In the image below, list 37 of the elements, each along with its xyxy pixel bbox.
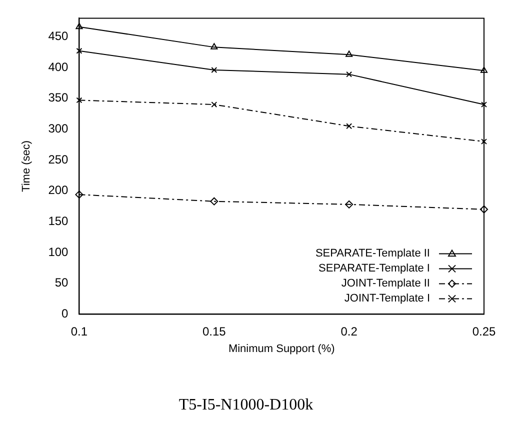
text: T5-I5-N1000-D100k bbox=[178, 396, 314, 414]
point bbox=[346, 50, 353, 57]
y-tick-label: 300 bbox=[48, 122, 69, 136]
point bbox=[76, 48, 82, 54]
y-tick-label: 0 bbox=[62, 306, 69, 321]
y-tick-label: 450 bbox=[48, 29, 69, 44]
legend-label: JOINT-Template I bbox=[344, 292, 430, 305]
point bbox=[345, 200, 354, 208]
point bbox=[211, 102, 218, 108]
point bbox=[480, 205, 488, 214]
legend-label: SEPARATE-Template II bbox=[315, 248, 430, 260]
x-tick-label: 0.1 bbox=[70, 324, 88, 339]
point bbox=[346, 123, 352, 130]
point bbox=[76, 22, 83, 30]
x-tick-label: 0.25 bbox=[472, 324, 496, 339]
point bbox=[480, 66, 488, 73]
y-tick-label: 350 bbox=[48, 90, 69, 105]
x-tick-label: 0.2 bbox=[340, 324, 358, 339]
y-tick-label: 250 bbox=[48, 152, 69, 166]
y-tick-label: 200 bbox=[48, 183, 69, 198]
point bbox=[76, 97, 82, 104]
point bbox=[346, 71, 352, 78]
y-tick-label: 50 bbox=[54, 276, 69, 290]
y-tick-label: 100 bbox=[48, 244, 69, 259]
x-axis-title: Minimum Support (%) bbox=[228, 343, 335, 356]
point bbox=[481, 102, 487, 108]
y-tick-label: 150 bbox=[48, 214, 69, 228]
point bbox=[481, 138, 487, 145]
x-tick-label: 0.15 bbox=[202, 324, 226, 339]
point bbox=[210, 197, 218, 206]
point bbox=[211, 67, 218, 73]
point bbox=[75, 190, 84, 199]
legend-label: SEPARATE-Template I bbox=[318, 262, 430, 275]
y-tick-label: 400 bbox=[48, 60, 69, 74]
point bbox=[210, 43, 218, 50]
legend-label: JOINT-Template II bbox=[341, 278, 430, 290]
y-axis-title: Time (sec) bbox=[20, 140, 33, 192]
